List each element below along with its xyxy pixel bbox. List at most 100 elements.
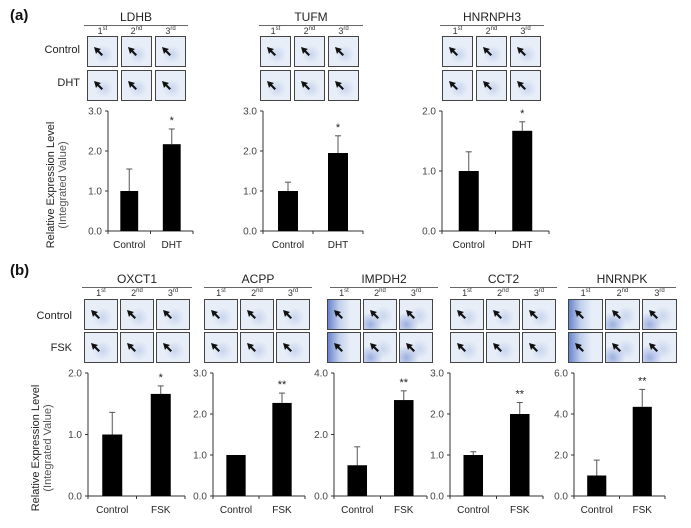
blot-image xyxy=(568,332,603,363)
replicate-label: 2nd xyxy=(240,288,274,298)
gene-title: OXCT1 xyxy=(116,272,157,286)
panel-label-a: (a) xyxy=(10,7,29,24)
significance-marker: ** xyxy=(399,377,408,389)
gene-title: CCT2 xyxy=(487,272,520,286)
replicate-number: 1 xyxy=(462,288,468,298)
arrow-icon xyxy=(493,306,502,319)
replicate-label: 1st xyxy=(327,288,361,298)
title-rule xyxy=(568,287,676,288)
blot-image xyxy=(204,332,238,363)
y-tick-label: 6.0 xyxy=(554,369,568,380)
bar-control xyxy=(587,475,607,496)
bar-control xyxy=(347,465,368,496)
x-category-label: DHT xyxy=(161,240,182,251)
replicate-number: 3 xyxy=(533,288,539,298)
replicate-suffix: st xyxy=(467,288,472,294)
blot-image xyxy=(327,299,361,330)
arrow-icon xyxy=(127,339,136,352)
arrow-icon xyxy=(612,339,621,352)
bar-dht xyxy=(162,144,181,231)
y-tick-label: 3.0 xyxy=(430,369,444,380)
arrow-icon xyxy=(247,339,256,352)
title-rule xyxy=(259,25,363,26)
y-tick-label: 0.0 xyxy=(430,492,444,503)
y-tick-label: 1.0 xyxy=(243,187,257,198)
replicate-label: 3rd xyxy=(642,288,677,298)
replicate-number: 1 xyxy=(580,288,586,298)
arrow-icon xyxy=(128,43,137,56)
bar-control xyxy=(458,171,479,231)
gene-title: HNRNPK xyxy=(596,272,648,286)
arrow-icon xyxy=(283,339,292,352)
row-label-control-b: Control xyxy=(36,310,72,322)
arrow-icon xyxy=(529,306,538,319)
replicate-suffix: nd xyxy=(136,288,143,294)
replicate-label: 2nd xyxy=(294,26,325,36)
blot-image xyxy=(87,70,118,101)
y-tick-label: 2.0 xyxy=(554,451,568,462)
row-label-fsk-b: FSK xyxy=(50,342,72,354)
replicate-suffix: nd xyxy=(502,288,509,294)
x-category-label: DHT xyxy=(512,240,533,251)
y-tick-label: 4.0 xyxy=(314,369,328,380)
blot-image xyxy=(84,299,118,330)
arrow-icon xyxy=(449,43,458,56)
y-tick-label: 2.0 xyxy=(68,369,82,380)
y-tick-label: 0.0 xyxy=(243,227,257,238)
replicate-label: 2nd xyxy=(120,288,154,298)
bar-fsk xyxy=(272,402,292,496)
y-tick-label: 2.0 xyxy=(422,107,436,118)
replicate-label: 2nd xyxy=(605,288,640,298)
replicate-label: 1st xyxy=(442,26,473,36)
title-rule xyxy=(204,287,312,288)
arrow-icon xyxy=(649,306,658,319)
blot-image xyxy=(328,36,359,67)
x-category-label: Control xyxy=(113,240,145,251)
replicate-suffix: rd xyxy=(292,288,299,294)
arrow-icon xyxy=(483,77,492,90)
arrow-icon xyxy=(406,339,415,352)
y-tick-label: 0.0 xyxy=(88,227,102,238)
replicate-number: 2 xyxy=(251,288,257,298)
replicate-suffix: rd xyxy=(659,288,665,294)
replicate-label: 1st xyxy=(260,26,291,36)
blot-image xyxy=(442,70,473,101)
blot-image xyxy=(605,332,640,363)
blot-image xyxy=(642,299,677,330)
gene-title: HNRNPH3 xyxy=(462,10,521,24)
y-tick-label: 3.0 xyxy=(88,107,102,118)
replicate-suffix: st xyxy=(585,288,591,294)
arrow-icon xyxy=(612,306,621,319)
replicate-label: 3rd xyxy=(156,288,190,298)
x-category-label: Control xyxy=(272,240,304,251)
arrow-icon xyxy=(517,43,526,56)
replicate-number: 2 xyxy=(374,288,380,298)
arrow-icon xyxy=(163,339,172,352)
replicate-number: 3 xyxy=(165,26,171,36)
replicate-suffix: nd xyxy=(308,26,316,32)
blot-image xyxy=(522,332,556,363)
arrow-icon xyxy=(575,306,584,319)
significance-marker: ** xyxy=(278,379,287,391)
row-label-dht-a: DHT xyxy=(57,77,80,89)
arrow-icon xyxy=(94,77,103,90)
y-tick-label: 0.0 xyxy=(554,492,568,503)
significance-marker: * xyxy=(159,372,164,384)
blot-image xyxy=(442,36,473,67)
y-tick-label: 0.0 xyxy=(68,492,82,503)
blot-image xyxy=(155,36,186,67)
row-label-control-a: Control xyxy=(44,44,80,56)
blot-image xyxy=(240,332,274,363)
arrow-icon xyxy=(211,306,220,319)
replicate-number: 2 xyxy=(616,288,622,298)
replicate-suffix: rd xyxy=(415,288,422,294)
blot-image xyxy=(240,299,274,330)
y-tick-label: 1.0 xyxy=(430,451,444,462)
significance-marker: * xyxy=(336,122,341,134)
replicate-label: 2nd xyxy=(486,288,520,298)
replicate-number: 3 xyxy=(654,288,660,298)
y-tick-label: 3.0 xyxy=(243,107,257,118)
replicate-number: 3 xyxy=(520,26,526,36)
arrow-icon xyxy=(162,77,171,90)
